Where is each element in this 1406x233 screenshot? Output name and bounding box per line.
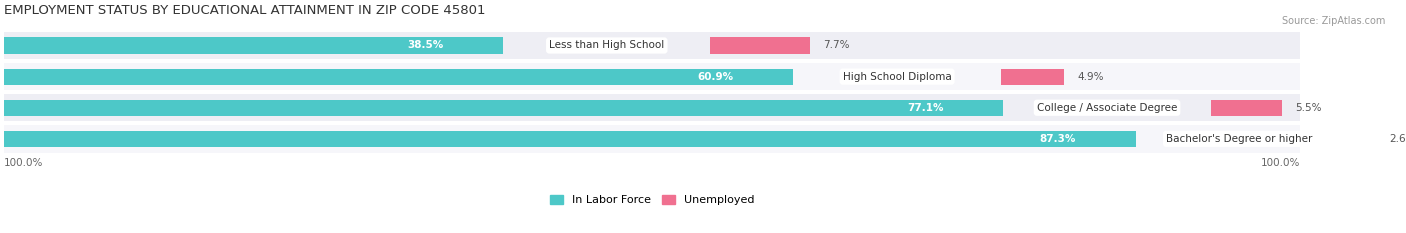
Legend: In Labor Force, Unemployed: In Labor Force, Unemployed [546,190,759,210]
Text: 87.3%: 87.3% [1039,134,1076,144]
Bar [4,100,1004,116]
Text: EMPLOYMENT STATUS BY EDUCATIONAL ATTAINMENT IN ZIP CODE 45801: EMPLOYMENT STATUS BY EDUCATIONAL ATTAINM… [4,4,485,17]
Text: 4.9%: 4.9% [1077,72,1104,82]
Bar [1343,131,1376,147]
Bar [4,125,1301,153]
Text: 100.0%: 100.0% [4,158,44,168]
Text: 38.5%: 38.5% [408,41,443,51]
Text: 60.9%: 60.9% [697,72,734,82]
Bar [4,63,1301,90]
Text: Source: ZipAtlas.com: Source: ZipAtlas.com [1281,16,1385,26]
Text: College / Associate Degree: College / Associate Degree [1036,103,1177,113]
Bar [4,38,503,54]
Bar [4,69,793,85]
Bar [1001,69,1064,85]
Text: High School Diploma: High School Diploma [842,72,952,82]
Text: 2.6%: 2.6% [1389,134,1406,144]
Bar [1211,100,1282,116]
Text: 7.7%: 7.7% [824,41,849,51]
Text: Less than High School: Less than High School [550,41,665,51]
Text: 100.0%: 100.0% [1261,158,1301,168]
Bar [4,94,1301,121]
Text: 77.1%: 77.1% [907,103,943,113]
Bar [4,32,1301,59]
Bar [4,131,1136,147]
Text: 5.5%: 5.5% [1295,103,1322,113]
Text: Bachelor's Degree or higher: Bachelor's Degree or higher [1166,134,1312,144]
Bar [710,38,810,54]
